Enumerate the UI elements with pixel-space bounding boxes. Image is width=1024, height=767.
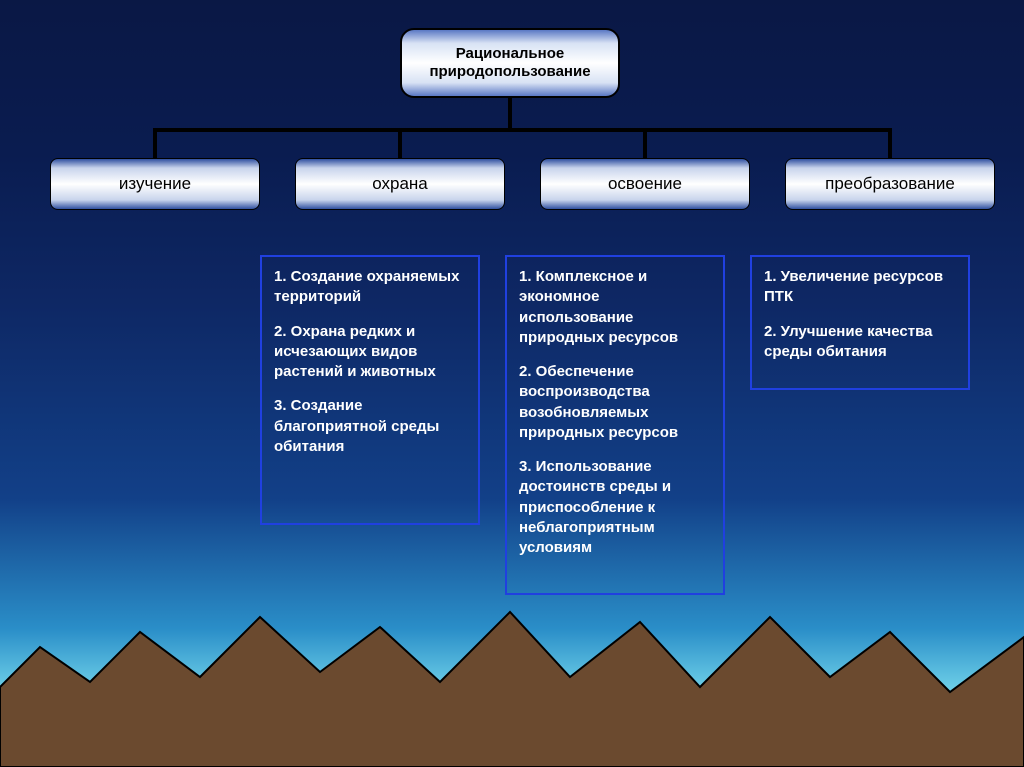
detail-box: 1. Комплексное и экономное использование… xyxy=(505,255,725,595)
connector-trunk xyxy=(508,98,512,128)
detail-item: 3. Создание благоприятной среды обитания xyxy=(274,396,466,457)
branch-node: преобразование xyxy=(785,158,995,210)
branch-node: изучение xyxy=(50,158,260,210)
detail-item: 2. Обеспечение воспроизводства возобновл… xyxy=(519,362,711,443)
connector-drop xyxy=(888,128,892,158)
mountain-path xyxy=(0,612,1024,767)
branch-label: охрана xyxy=(372,174,428,194)
branch-label: изучение xyxy=(119,174,191,194)
detail-item: 2. Охрана редких и исчезающих видов раст… xyxy=(274,322,466,383)
branch-label: освоение xyxy=(608,174,682,194)
branch-node: охрана xyxy=(295,158,505,210)
detail-item: 1. Создание охраняемых территорий xyxy=(274,267,466,308)
detail-box: 1. Создание охраняемых территорий 2. Охра… xyxy=(260,255,480,525)
detail-item: 1. Комплексное и экономное использование… xyxy=(519,267,711,348)
root-node: Рациональное природопользование xyxy=(400,28,620,98)
root-label: Рациональное природопользование xyxy=(402,45,618,81)
connector-drop xyxy=(643,128,647,158)
mountain-silhouette xyxy=(0,577,1024,767)
branch-node: освоение xyxy=(540,158,750,210)
connector-drop xyxy=(398,128,402,158)
branch-label: преобразование xyxy=(825,174,955,194)
connector-hbar xyxy=(153,128,888,132)
detail-item: 1. Увеличение ресурсов ПТК xyxy=(764,267,956,308)
detail-box: 1. Увеличение ресурсов ПТК 2. Улучшение к… xyxy=(750,255,970,390)
detail-item: 2. Улучшение качества среды обитания xyxy=(764,322,956,363)
connector-drop xyxy=(153,128,157,158)
detail-item: 3. Использование достоинств среды и прис… xyxy=(519,457,711,558)
